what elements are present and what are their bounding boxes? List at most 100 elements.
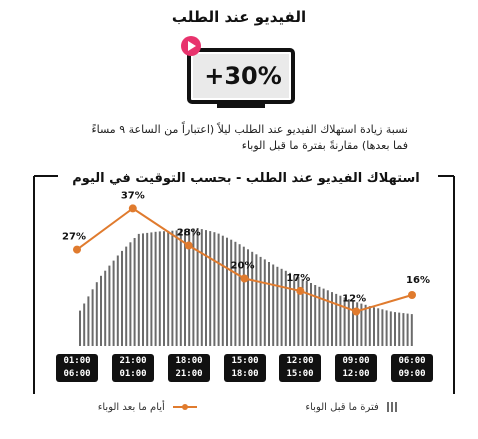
pre-pandemic-bar — [402, 313, 405, 346]
pre-pandemic-bar — [276, 266, 279, 346]
x-tick-top: 06:00 — [398, 356, 426, 366]
tv-stand — [217, 104, 265, 108]
x-tick-label: 21:00 01:00 — [112, 354, 154, 382]
x-tick-top: 01:00 — [63, 356, 91, 366]
pre-pandemic-bar — [163, 231, 165, 346]
pre-pandemic-bar — [217, 233, 220, 346]
pre-pandemic-bar — [272, 264, 275, 346]
pre-pandemic-bar — [381, 309, 384, 346]
data-point — [73, 245, 81, 254]
data-label: 12% — [342, 294, 366, 305]
legend-item-line: أيام ما بعد الوباء — [98, 402, 198, 413]
pre-pandemic-bar — [196, 228, 199, 346]
pre-pandemic-bar — [213, 232, 216, 346]
legend-line-label: أيام ما بعد الوباء — [97, 402, 165, 413]
x-tick-label: 06:00 09:00 — [391, 354, 433, 382]
page-title: الفيديو عند الطلب — [171, 8, 307, 26]
pre-pandemic-bar — [200, 229, 203, 346]
pre-pandemic-bar — [108, 265, 111, 346]
pre-pandemic-bar — [116, 255, 119, 346]
data-label: 28% — [177, 228, 201, 239]
data-point — [128, 204, 137, 213]
pre-pandemic-bar — [297, 276, 300, 346]
x-tick-label: 18:00 21:00 — [168, 354, 210, 382]
data-point — [184, 241, 193, 250]
data-point — [408, 291, 416, 299]
pre-pandemic-bar — [234, 241, 237, 346]
data-point — [352, 307, 361, 316]
pre-pandemic-bars — [79, 228, 413, 346]
pre-pandemic-bar — [221, 235, 224, 346]
legend-item-bars: فترة ما قبل الوباء — [305, 402, 400, 413]
chart-title: استهلاك الفيديو عند الطلب - بحسب التوقيت… — [72, 171, 419, 186]
x-tick-bottom: 01:00 — [119, 369, 147, 379]
pre-pandemic-bar — [356, 302, 359, 346]
pre-pandemic-bar — [263, 259, 266, 346]
pre-pandemic-bar — [179, 230, 182, 346]
pre-pandemic-bar — [247, 249, 249, 346]
x-tick-label: 12:00 15:00 — [279, 354, 321, 382]
pre-pandemic-bar — [406, 313, 409, 346]
x-tick-bottom: 06:00 — [63, 369, 91, 379]
pre-pandemic-bar — [242, 246, 245, 346]
pre-pandemic-bar — [230, 239, 233, 346]
pre-pandemic-bar — [154, 231, 157, 346]
pre-pandemic-bar — [226, 237, 228, 346]
chart-frame — [33, 175, 455, 394]
x-tick-top: 12:00 — [286, 356, 314, 366]
pre-pandemic-bar — [87, 296, 90, 346]
pre-pandemic-bar — [339, 295, 342, 346]
x-tick-bottom: 15:00 — [286, 369, 314, 379]
legend-line-icon — [173, 404, 197, 410]
pre-pandemic-bar — [150, 232, 153, 346]
pre-pandemic-bar — [377, 308, 380, 346]
x-tick-label: 09:00 12:00 — [335, 354, 377, 382]
caption-line-2: فما بعدها) مقارنةً بفترة ما قبل الوباء — [241, 139, 408, 152]
pre-pandemic-bar — [343, 297, 346, 346]
pre-pandemic-bar — [112, 260, 115, 346]
pre-pandemic-bar — [360, 303, 363, 346]
pre-pandemic-bar — [335, 293, 338, 346]
x-tick-bottom: 18:00 — [231, 369, 259, 379]
pre-pandemic-bar — [100, 275, 102, 346]
pre-pandemic-bar — [373, 307, 375, 346]
pre-pandemic-bar — [175, 230, 178, 346]
pre-pandemic-bar — [259, 256, 262, 346]
legend-bars-label: فترة ما قبل الوباء — [305, 402, 379, 413]
x-tick-label: 15:00 18:00 — [224, 354, 266, 382]
pre-pandemic-bar — [289, 272, 291, 346]
x-tick-bottom: 09:00 — [398, 369, 426, 379]
data-label: 16% — [406, 275, 430, 286]
x-tick-top: 09:00 — [342, 356, 370, 366]
tv-value: +30% — [204, 62, 282, 90]
pre-pandemic-bar — [284, 270, 287, 346]
pre-pandemic-bar — [158, 231, 161, 346]
x-tick-top: 18:00 — [175, 356, 203, 366]
pre-pandemic-bar — [368, 306, 371, 346]
pre-pandemic-bar — [209, 231, 212, 346]
pre-pandemic-bar — [91, 289, 94, 346]
pre-pandemic-bar — [171, 230, 174, 346]
pre-pandemic-bar — [184, 229, 186, 346]
pre-pandemic-bar — [83, 303, 86, 346]
pre-pandemic-bar — [104, 270, 107, 346]
x-tick-top: 21:00 — [119, 356, 147, 366]
pre-pandemic-bar — [301, 279, 304, 346]
tv-screen — [193, 54, 289, 98]
play-triangle — [188, 41, 196, 51]
caption: نسبة زيادة استهلاك الفيديو عند الطلب ليل… — [78, 122, 408, 154]
legend-bars-icon — [387, 402, 397, 412]
pre-pandemic-bar — [125, 246, 128, 346]
pre-pandemic-bar — [137, 233, 140, 346]
pre-pandemic-bar — [364, 304, 367, 346]
data-point — [240, 274, 249, 283]
pre-pandemic-bar — [314, 285, 317, 346]
pre-pandemic-bar — [133, 238, 136, 346]
pre-pandemic-bar — [121, 250, 123, 346]
pre-pandemic-bar — [238, 244, 241, 346]
pre-pandemic-bar — [146, 232, 149, 346]
pre-pandemic-bar — [129, 242, 132, 346]
pre-pandemic-bar — [326, 290, 329, 346]
x-tick-label: 01:00 06:00 — [56, 354, 98, 382]
